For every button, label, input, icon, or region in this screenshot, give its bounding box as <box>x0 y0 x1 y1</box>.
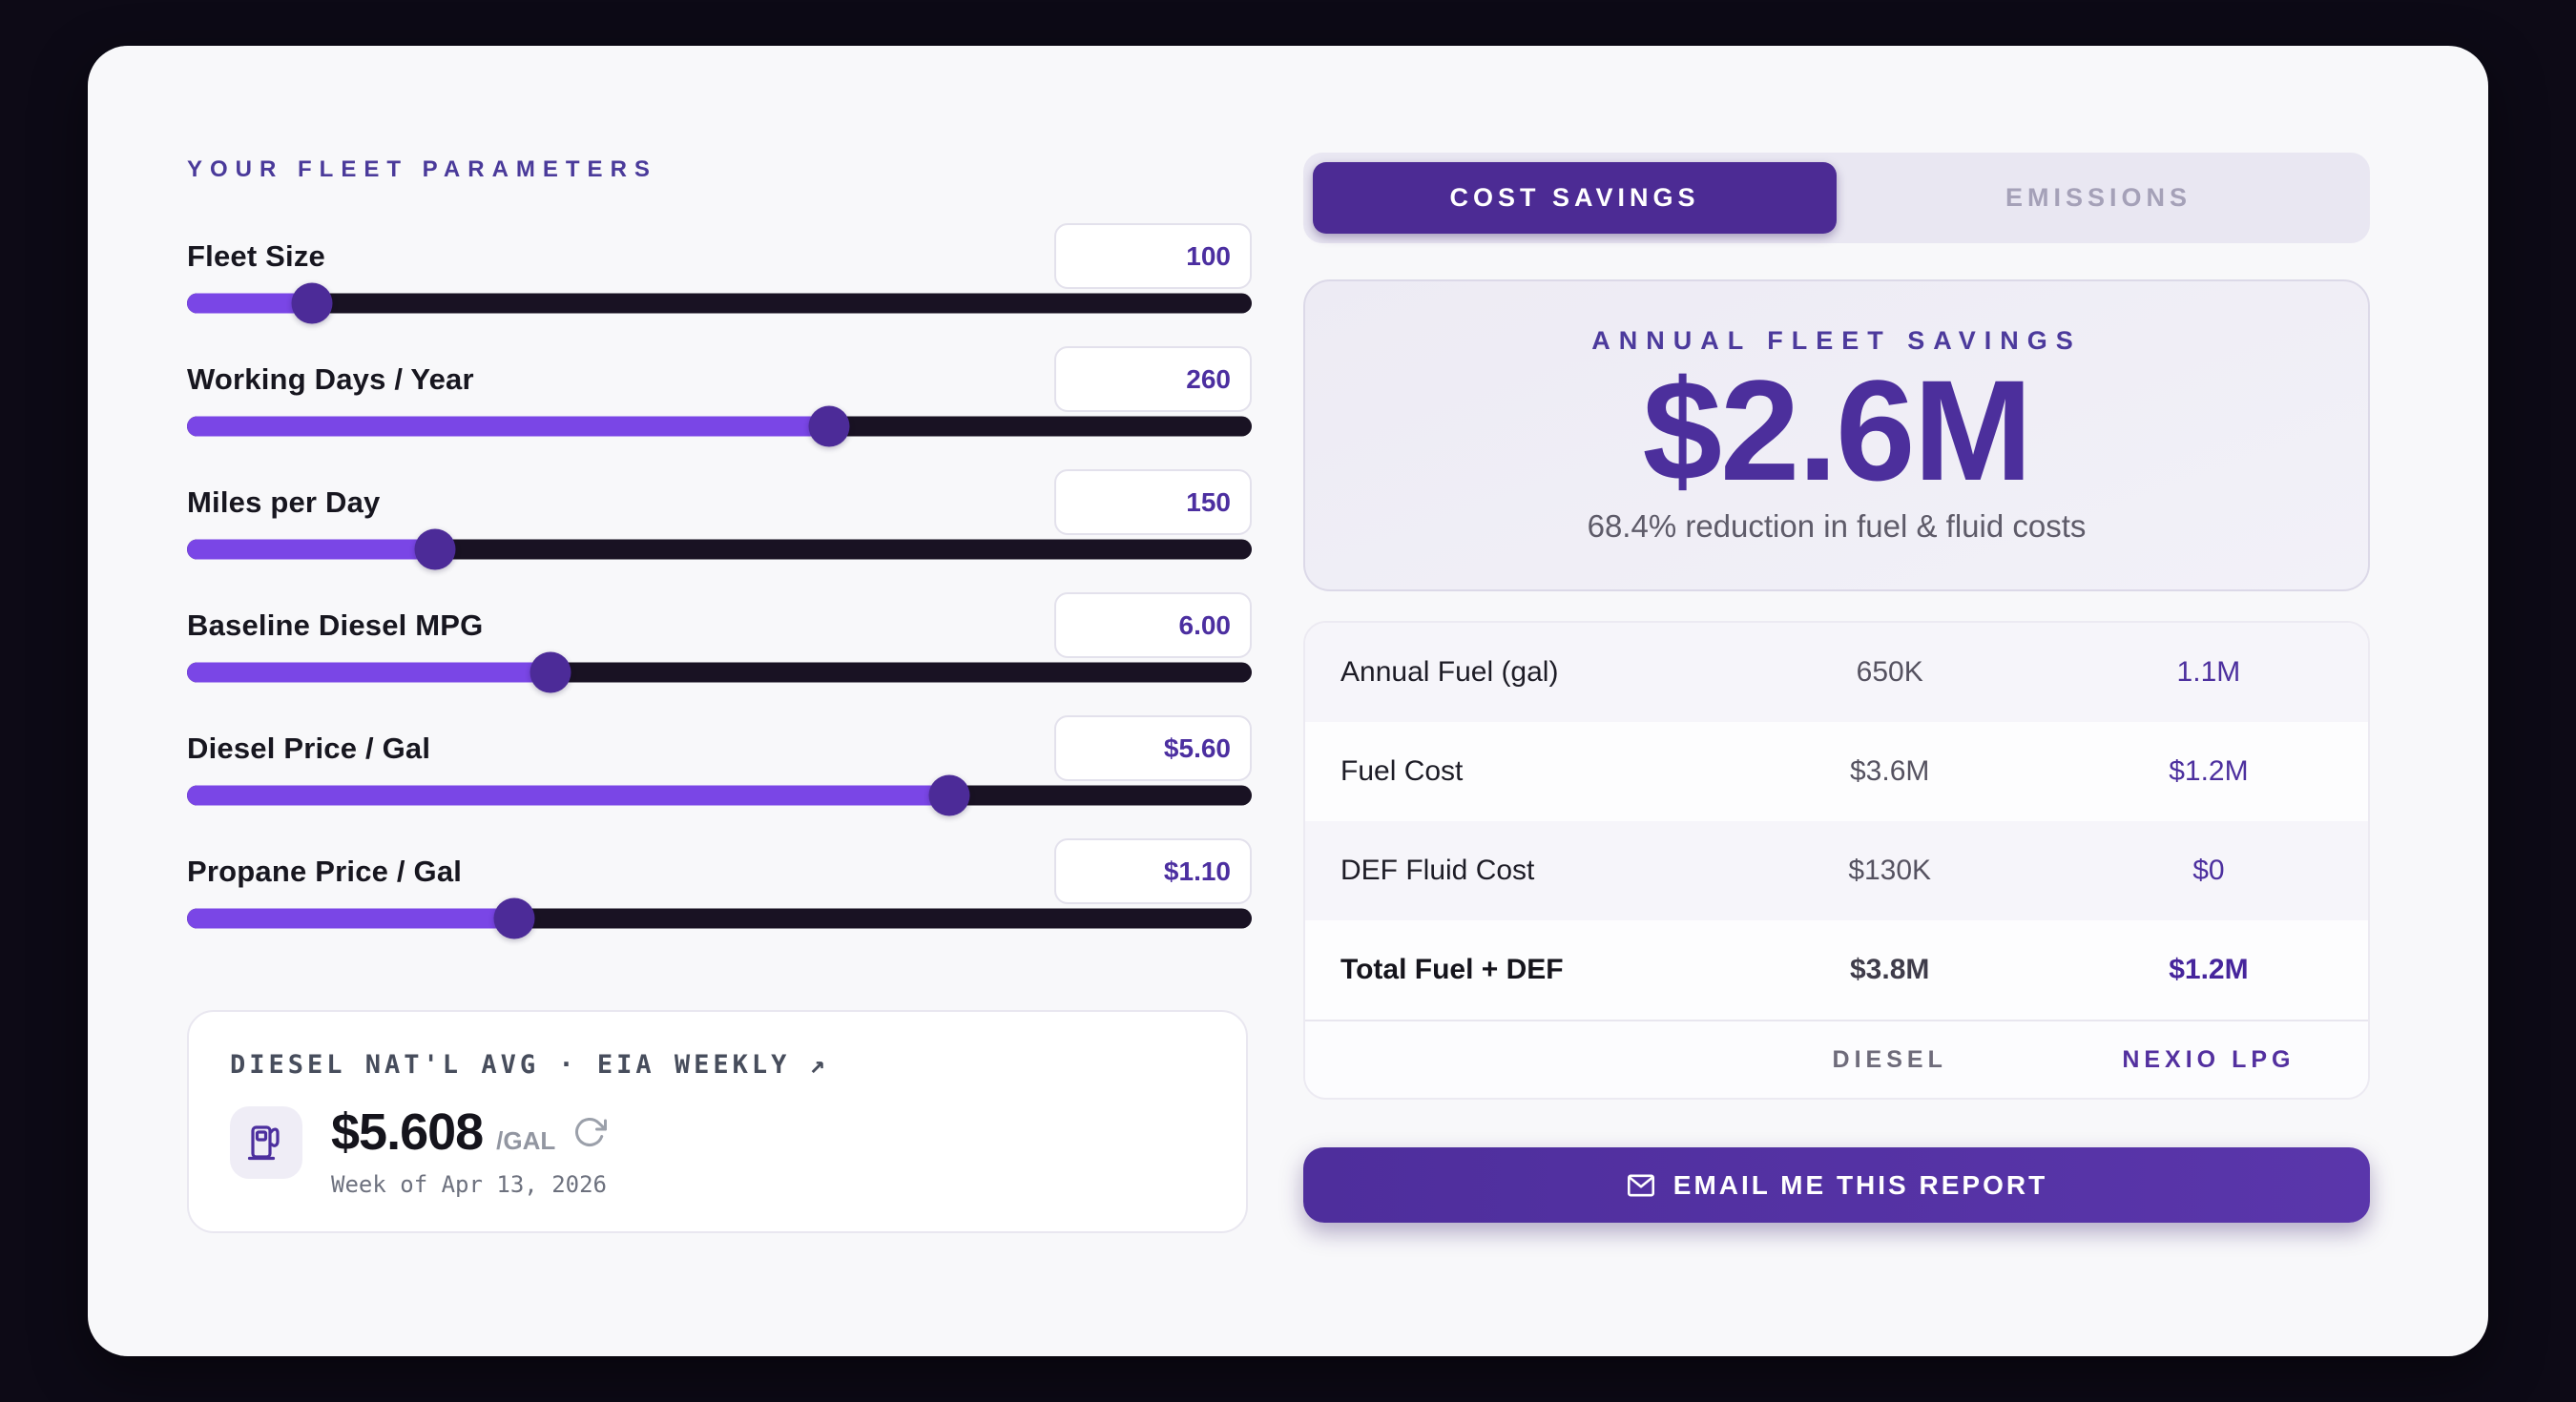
param-row-propane-price: Propane Price / Gal <box>187 838 1252 939</box>
working-days-label: Working Days / Year <box>187 361 474 396</box>
miles-per-day-input[interactable] <box>1054 469 1252 535</box>
baseline-mpg-slider[interactable] <box>187 651 1252 693</box>
working-days-slider[interactable] <box>187 405 1252 447</box>
diesel-value: $3.6M <box>1850 755 1930 787</box>
baseline-mpg-label: Baseline Diesel MPG <box>187 608 484 642</box>
param-row-baseline-mpg: Baseline Diesel MPG <box>187 592 1252 693</box>
slider-thumb[interactable] <box>808 405 850 447</box>
nexio-value: $1.2M <box>2169 954 2249 985</box>
nexio-value: 1.1M <box>2176 656 2241 688</box>
external-link-icon: ↗ <box>809 1050 829 1080</box>
slider-thumb[interactable] <box>530 651 571 693</box>
param-row-diesel-price: Diesel Price / Gal <box>187 715 1252 816</box>
email-report-button[interactable]: EMAIL ME THIS REPORT <box>1303 1147 2370 1223</box>
diesel-price-unit: /GAL <box>496 1126 556 1155</box>
results-tab-bar: COST SAVINGS EMISSIONS <box>1303 153 2370 243</box>
fleet-size-label: Fleet Size <box>187 238 325 273</box>
fleet-parameters-panel: YOUR FLEET PARAMETERS Fleet Size Working… <box>187 155 1252 1233</box>
param-row-miles-per-day: Miles per Day <box>187 469 1252 570</box>
footer-diesel-label: DIESEL <box>1832 1045 1947 1073</box>
tab-emissions[interactable]: EMISSIONS <box>2005 183 2192 212</box>
propane-price-label: Propane Price / Gal <box>187 854 463 888</box>
miles-per-day-label: Miles per Day <box>187 485 381 519</box>
diesel-week-label: Week of Apr 13, 2026 <box>331 1171 607 1198</box>
email-report-label: EMAIL ME THIS REPORT <box>1672 1169 2048 1200</box>
nexio-value: $1.2M <box>2169 755 2249 787</box>
slider-fill <box>187 539 436 560</box>
slider-track[interactable] <box>187 293 1252 314</box>
table-row-annual-fuel: Annual Fuel (gal) 650K 1.1M <box>1305 623 2368 722</box>
nexio-value: $0 <box>2192 855 2225 886</box>
table-row-fuel-cost: Fuel Cost $3.6M $1.2M <box>1305 722 2368 821</box>
slider-fill <box>187 908 514 929</box>
row-label: DEF Fluid Cost <box>1340 855 1535 886</box>
diesel-price-slider[interactable] <box>187 774 1252 816</box>
diesel-value: $130K <box>1848 855 1932 886</box>
fleet-size-slider[interactable] <box>187 282 1252 324</box>
diesel-average-title: DIESEL NAT'L AVG · EIA WEEKLY <box>230 1050 791 1080</box>
diesel-price-label: Diesel Price / Gal <box>187 731 431 765</box>
param-row-fleet-size: Fleet Size <box>187 223 1252 324</box>
diesel-value: 650K <box>1856 656 1923 688</box>
diesel-price-value: $5.608 <box>331 1103 484 1161</box>
eia-weekly-link[interactable]: DIESEL NAT'L AVG · EIA WEEKLY ↗ <box>230 1050 1205 1080</box>
table-row-def-fluid-cost: DEF Fluid Cost $130K $0 <box>1305 821 2368 920</box>
param-row-working-days: Working Days / Year <box>187 346 1252 447</box>
footer-nexio-label: NEXIO LPG <box>2122 1045 2296 1073</box>
slider-fill <box>187 293 312 314</box>
annual-savings-card: ANNUAL FLEET SAVINGS $2.6M 68.4% reducti… <box>1303 279 2370 591</box>
working-days-input[interactable] <box>1054 346 1252 412</box>
table-column-footer: DIESEL NEXIO LPG <box>1305 1020 2368 1098</box>
fleet-parameters-heading: YOUR FLEET PARAMETERS <box>187 156 657 182</box>
slider-fill <box>187 785 950 806</box>
slider-thumb[interactable] <box>291 282 333 324</box>
fuel-pump-icon-box <box>230 1106 302 1179</box>
envelope-icon <box>1627 1174 1654 1196</box>
propane-price-input[interactable] <box>1054 838 1252 904</box>
fuel-pump-icon <box>247 1125 280 1161</box>
row-label: Fuel Cost <box>1340 755 1464 787</box>
table-row-total: Total Fuel + DEF $3.8M $1.2M <box>1305 920 2368 1020</box>
propane-price-slider[interactable] <box>187 897 1252 939</box>
cost-comparison-table: Annual Fuel (gal) 650K 1.1M Fuel Cost $3… <box>1303 621 2370 1100</box>
annual-savings-title: ANNUAL FLEET SAVINGS <box>1591 326 2082 356</box>
diesel-average-card: DIESEL NAT'L AVG · EIA WEEKLY ↗ $5.608 <box>187 1010 1248 1233</box>
refresh-icon[interactable] <box>572 1115 608 1149</box>
baseline-mpg-input[interactable] <box>1054 592 1252 658</box>
fleet-size-input[interactable] <box>1054 223 1252 289</box>
diesel-value: $3.8M <box>1850 954 1930 985</box>
slider-thumb[interactable] <box>493 897 535 939</box>
calculator-card: YOUR FLEET PARAMETERS Fleet Size Working… <box>88 46 2488 1356</box>
row-label: Annual Fuel (gal) <box>1340 656 1559 688</box>
miles-per-day-slider[interactable] <box>187 528 1252 570</box>
slider-thumb[interactable] <box>414 528 456 570</box>
slider-fill <box>187 416 829 437</box>
annual-savings-amount: $2.6M <box>1642 350 2033 511</box>
annual-savings-subtitle: 68.4% reduction in fuel & fluid costs <box>1587 507 2087 544</box>
slider-thumb[interactable] <box>928 774 970 816</box>
row-label: Total Fuel + DEF <box>1340 954 1564 985</box>
tab-cost-savings[interactable]: COST SAVINGS <box>1313 162 1837 234</box>
results-panel: COST SAVINGS EMISSIONS ANNUAL FLEET SAVI… <box>1303 153 2370 1223</box>
slider-fill <box>187 662 551 683</box>
diesel-price-input[interactable] <box>1054 715 1252 781</box>
